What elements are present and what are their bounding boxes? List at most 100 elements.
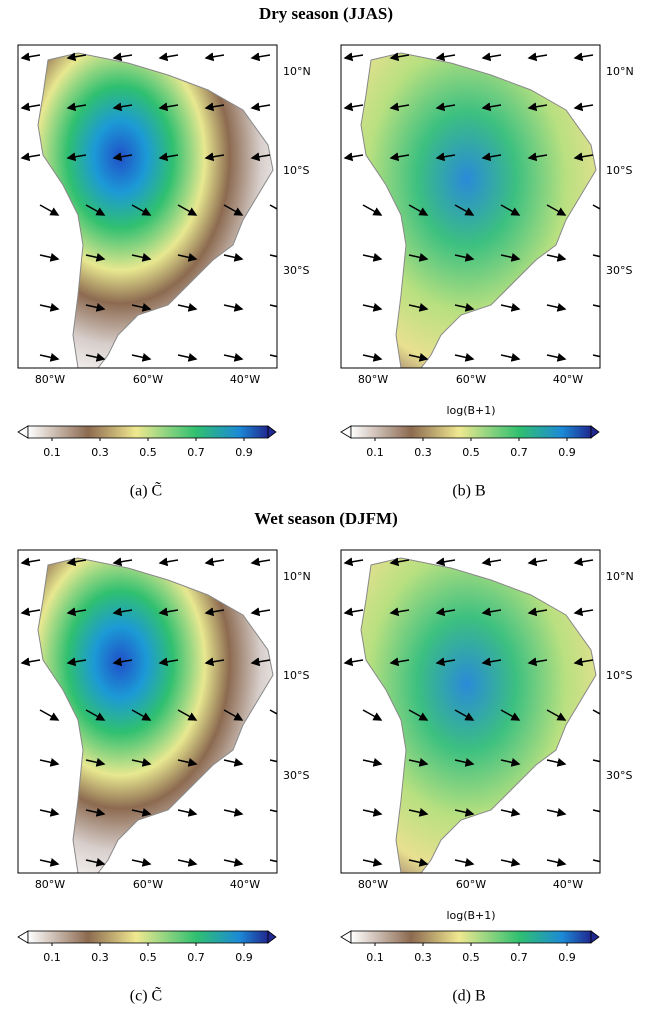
wind-arrow <box>66 607 87 617</box>
map <box>341 45 600 368</box>
wind-arrow <box>250 152 271 162</box>
wind-arrow <box>20 557 41 567</box>
wind-arrow <box>112 657 133 667</box>
wind-arrow <box>66 102 87 112</box>
colorbar-tick-label: 0.1 <box>43 951 61 964</box>
wind-arrow <box>573 657 594 667</box>
wind-arrow <box>546 302 567 312</box>
colorbar-end <box>267 425 277 439</box>
wind-arrow <box>343 52 364 62</box>
lon-label: 60°W <box>456 878 486 891</box>
wind-arrow <box>500 352 521 362</box>
colorbar-tick-label: 0.1 <box>366 951 384 964</box>
wind-arrow <box>112 102 133 112</box>
lon-label: 40°W <box>553 878 583 891</box>
colorbar <box>350 425 592 439</box>
wind-arrow <box>85 252 106 262</box>
wind-arrow <box>454 252 475 262</box>
wind-arrow <box>39 807 60 817</box>
colorbar-end <box>17 930 29 944</box>
wind-arrow <box>112 607 133 617</box>
wind-arrow <box>362 807 383 817</box>
wind-arrow <box>573 557 594 567</box>
wind-arrow <box>500 204 521 216</box>
wind-arrow <box>362 302 383 312</box>
caption: (c) C̃ <box>130 986 162 1004</box>
wind-arrow <box>343 657 364 667</box>
wind-arrow <box>66 557 87 567</box>
wind-arrow <box>131 352 152 362</box>
lat-label: 10°N <box>283 570 311 583</box>
colorbar-tick-label: 0.9 <box>235 446 253 459</box>
wind-arrow <box>66 657 87 667</box>
wind-arrow <box>158 557 179 567</box>
wind-arrow <box>223 302 244 312</box>
wind-arrow <box>362 252 383 262</box>
wind-arrow <box>481 52 502 62</box>
wind-arrow <box>131 252 152 262</box>
continent <box>37 557 274 873</box>
wind-arrow <box>343 102 364 112</box>
wind-arrow <box>204 152 225 162</box>
lat-label: 30°S <box>606 264 632 277</box>
wind-arrow <box>250 607 271 617</box>
wind-arrow <box>269 759 277 763</box>
lon-label: 40°W <box>230 373 260 386</box>
wind-arrow <box>435 557 456 567</box>
wind-arrow <box>592 304 600 308</box>
wind-arrow <box>481 557 502 567</box>
wind-arrow <box>546 757 567 767</box>
lat-label: 30°S <box>283 264 309 277</box>
wind-arrow <box>592 204 600 210</box>
wind-arrow <box>527 52 548 62</box>
wind-arrow <box>408 204 429 216</box>
colorbar-tick-label: 0.3 <box>91 446 109 459</box>
wind-arrow <box>343 557 364 567</box>
wind-arrow <box>454 204 475 216</box>
colorbar <box>350 930 592 944</box>
colorbar-tick-label: 0.1 <box>43 446 61 459</box>
colorbar-tick-label: 0.3 <box>91 951 109 964</box>
continent <box>360 557 597 873</box>
wind-arrow <box>527 657 548 667</box>
colorbar-end <box>590 425 600 439</box>
map-frame <box>17 549 278 874</box>
lat-label: 10°N <box>283 65 311 78</box>
wind-arrow <box>85 757 106 767</box>
wind-arrow <box>435 102 456 112</box>
wind-arrow <box>131 204 152 216</box>
wind-arrow <box>269 254 277 258</box>
colorbar-end <box>267 930 277 944</box>
wind-arrow <box>177 709 198 721</box>
wind-arrow <box>223 709 244 721</box>
lat-label: 10°S <box>283 164 309 177</box>
wind-arrow <box>85 857 106 867</box>
wind-arrow <box>39 302 60 312</box>
wind-arrow <box>408 709 429 721</box>
wind-arrow <box>546 807 567 817</box>
wind-arrow <box>592 254 600 258</box>
wind-arrow <box>546 709 567 721</box>
wind-arrow <box>389 657 410 667</box>
section-title: Dry season (JJAS) <box>259 4 393 23</box>
wind-arrow <box>362 352 383 362</box>
colorbar-tick-label: 0.7 <box>510 446 528 459</box>
lon-label: 40°W <box>230 878 260 891</box>
wind-arrow <box>20 657 41 667</box>
wind-arrow <box>250 102 271 112</box>
wind-arrow <box>454 709 475 721</box>
lon-label: 80°W <box>358 878 388 891</box>
wind-arrow <box>343 152 364 162</box>
wind-arrow <box>112 52 133 62</box>
wind-arrow <box>20 152 41 162</box>
wind-arrow <box>158 657 179 667</box>
wind-arrow <box>573 102 594 112</box>
colorbar-tick-label: 0.1 <box>366 446 384 459</box>
wind-arrow <box>408 757 429 767</box>
wind-arrow <box>112 557 133 567</box>
lat-label: 10°N <box>606 65 634 78</box>
wind-arrow <box>223 352 244 362</box>
colorbar-end <box>590 930 600 944</box>
wind-arrow <box>39 857 60 867</box>
